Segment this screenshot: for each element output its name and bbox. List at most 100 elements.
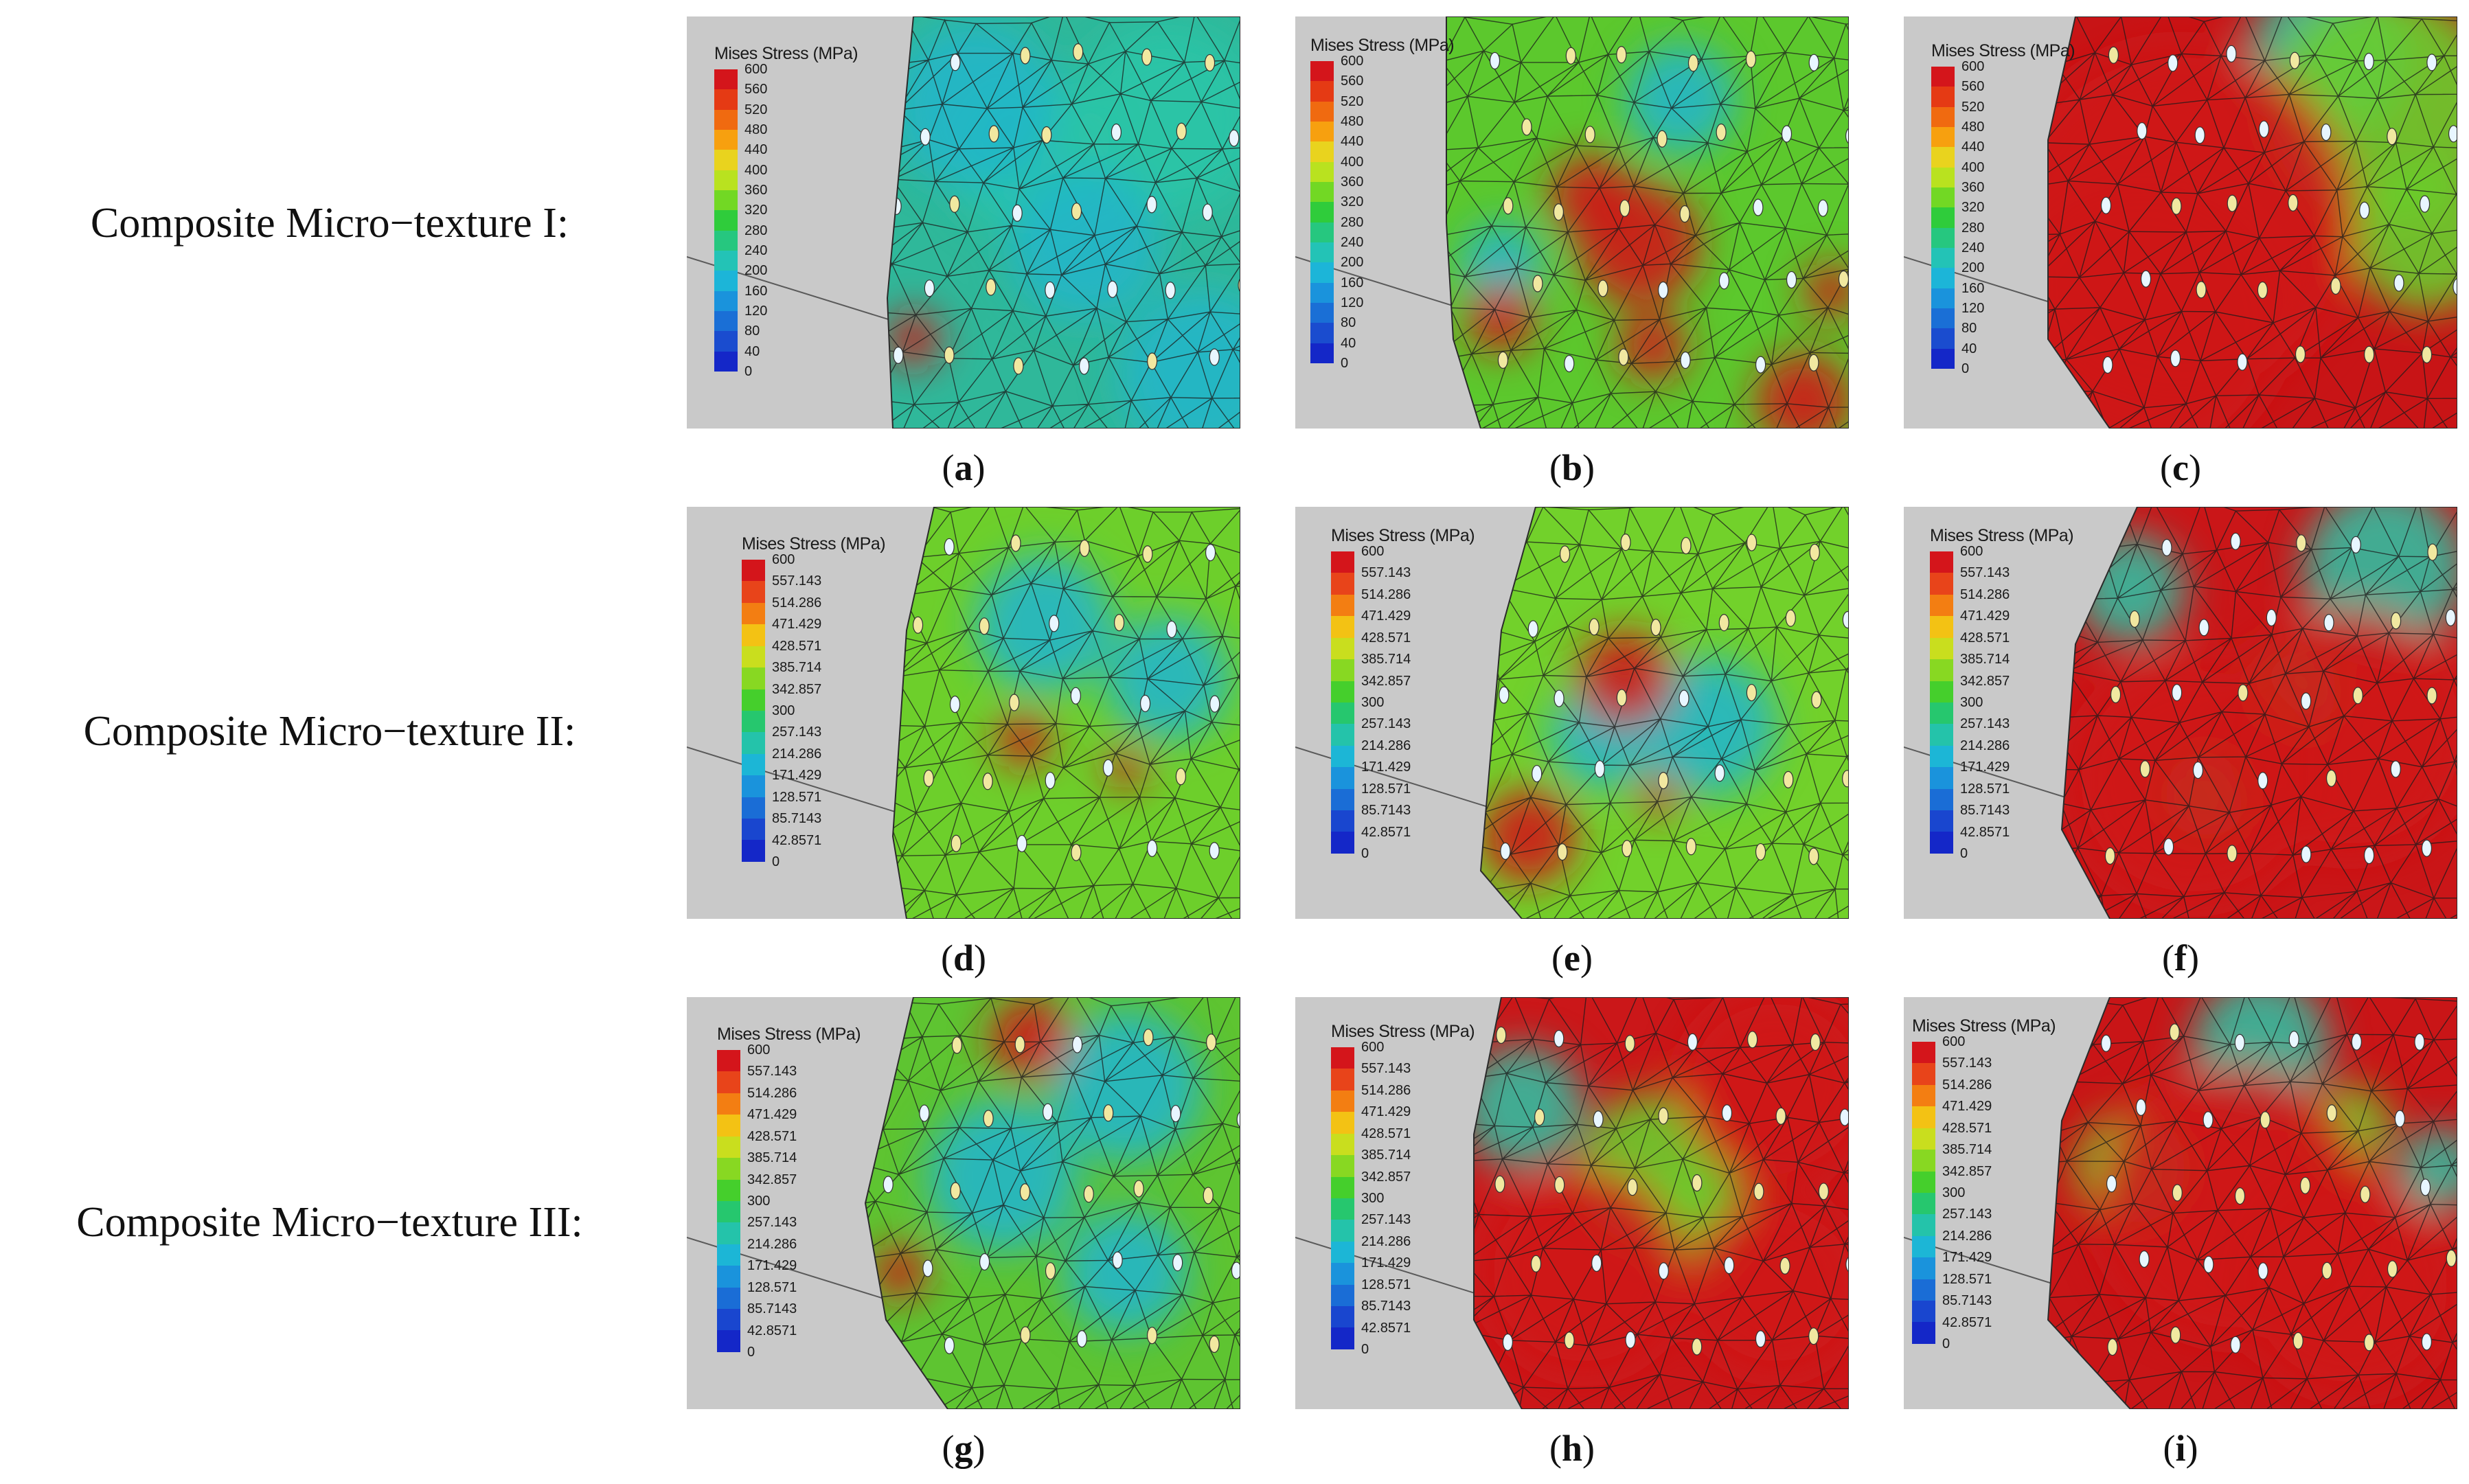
legend-swatch	[1930, 745, 1953, 768]
legend-swatch	[717, 1136, 740, 1158]
dimple	[950, 1182, 961, 1200]
dimple	[1658, 1107, 1669, 1125]
legend-swatch	[742, 753, 765, 776]
dimple	[2237, 353, 2248, 371]
stress-map-panel-i: Mises Stress (MPa) 600 557.143 514.286 471.4…	[1904, 997, 2457, 1409]
dimple	[1209, 695, 1220, 713]
dimple	[2108, 46, 2119, 64]
dimple	[2260, 1111, 2271, 1129]
legend-swatch	[742, 667, 765, 689]
legend-swatch	[714, 331, 738, 352]
legend-swatch	[717, 1071, 740, 1093]
legend-swatch	[1931, 288, 1955, 308]
dimple	[2101, 1034, 2112, 1052]
dimple	[2426, 54, 2437, 71]
legend-swatch	[714, 250, 738, 271]
dimple	[1619, 199, 1630, 217]
legend-swatch	[1310, 323, 1334, 343]
row-label-texture-3: Composite Micro−texture III:	[76, 1199, 583, 1246]
dimple	[2421, 345, 2433, 364]
dimple	[1808, 847, 1819, 865]
dimple	[2453, 277, 2457, 296]
dimple	[2330, 277, 2341, 295]
dimple	[2110, 685, 2121, 704]
dimple	[1013, 357, 1024, 375]
dimple	[2352, 687, 2363, 705]
legend-swatch	[1331, 1306, 1354, 1328]
dimple	[2301, 692, 2312, 710]
dimple	[2107, 1338, 2118, 1356]
fe-mesh	[887, 16, 1240, 429]
specimen-surface	[887, 16, 1240, 429]
legend-swatch	[717, 1244, 740, 1266]
stress-contour-svg-b	[1295, 16, 1849, 429]
legend-swatch	[1912, 1257, 1935, 1279]
legend-color-bar	[717, 1050, 740, 1352]
dimple	[988, 125, 999, 143]
dimple	[2227, 194, 2238, 212]
legend-swatch	[1931, 227, 1955, 248]
legend-swatch	[717, 1266, 740, 1288]
dimple	[2196, 281, 2207, 299]
color-legend: Mises Stress (MPa) 600 560 520 480 440 400 360 3…	[1310, 36, 1455, 371]
dimple	[1206, 1034, 1217, 1051]
dimple	[1172, 1254, 1183, 1272]
legend-swatch	[1310, 121, 1334, 142]
dimple	[893, 346, 904, 364]
caption-h: (h)	[1549, 1428, 1595, 1469]
legend-swatch	[714, 150, 738, 170]
legend-swatch	[714, 129, 738, 150]
dimple	[2288, 194, 2299, 212]
dimple	[2139, 760, 2150, 778]
dimple	[1657, 130, 1668, 148]
dimple	[1016, 834, 1027, 853]
legend-swatch	[1931, 147, 1955, 168]
dimple	[1113, 613, 1125, 632]
dimple	[1594, 760, 1605, 778]
specimen-outline	[2047, 997, 2457, 1409]
dimple	[2419, 195, 2431, 213]
dimple	[1718, 272, 1730, 290]
dimple	[2350, 536, 2361, 553]
stress-contour-svg-g	[687, 997, 1240, 1409]
legend-swatch	[1931, 187, 1955, 208]
dimple	[883, 1176, 894, 1194]
legend-swatch	[1912, 1301, 1935, 1323]
dimple	[1147, 352, 1158, 370]
dimple	[1627, 1178, 1638, 1196]
legend-swatch	[1310, 222, 1334, 242]
dimple	[887, 43, 896, 62]
legend-swatch	[1331, 1112, 1354, 1134]
legend-swatch	[742, 819, 765, 841]
color-legend: Mises Stress (MPa) 600 560 520 480 440 400 360 3…	[1931, 41, 2075, 376]
dimple	[1842, 610, 1849, 629]
dimple	[986, 278, 997, 296]
dimple	[1204, 54, 1216, 72]
legend-swatch	[742, 646, 765, 668]
dimple	[2137, 122, 2148, 140]
legend-swatch	[1331, 1241, 1354, 1264]
legend-color-bar	[1331, 551, 1354, 854]
dimple	[2203, 1255, 2214, 1273]
specimen-surface	[893, 507, 1240, 919]
dimple	[1554, 1176, 1565, 1194]
dimple	[944, 1336, 955, 1354]
dimple	[1209, 842, 1220, 860]
color-legend: Mises Stress (MPa) 600 557.143 514.286 471.4…	[742, 534, 886, 869]
legend-swatch	[1912, 1171, 1935, 1193]
dimple	[1692, 1338, 1703, 1356]
legend-swatch	[1331, 1327, 1354, 1349]
legend-swatch	[1912, 1128, 1935, 1150]
texture-dimples	[2100, 45, 2457, 374]
legend-swatch	[1331, 551, 1354, 573]
legend-swatch	[714, 69, 738, 90]
dimple	[1745, 50, 1757, 68]
dimple	[2170, 350, 2181, 367]
legend-swatch	[1912, 1084, 1935, 1107]
dimple	[1076, 1330, 1087, 1348]
dimple	[2230, 532, 2241, 550]
dimple	[2234, 1034, 2245, 1051]
legend-swatch	[1930, 573, 1953, 595]
texture-dimples	[1494, 1026, 1849, 1356]
dimple	[2326, 1104, 2337, 1122]
